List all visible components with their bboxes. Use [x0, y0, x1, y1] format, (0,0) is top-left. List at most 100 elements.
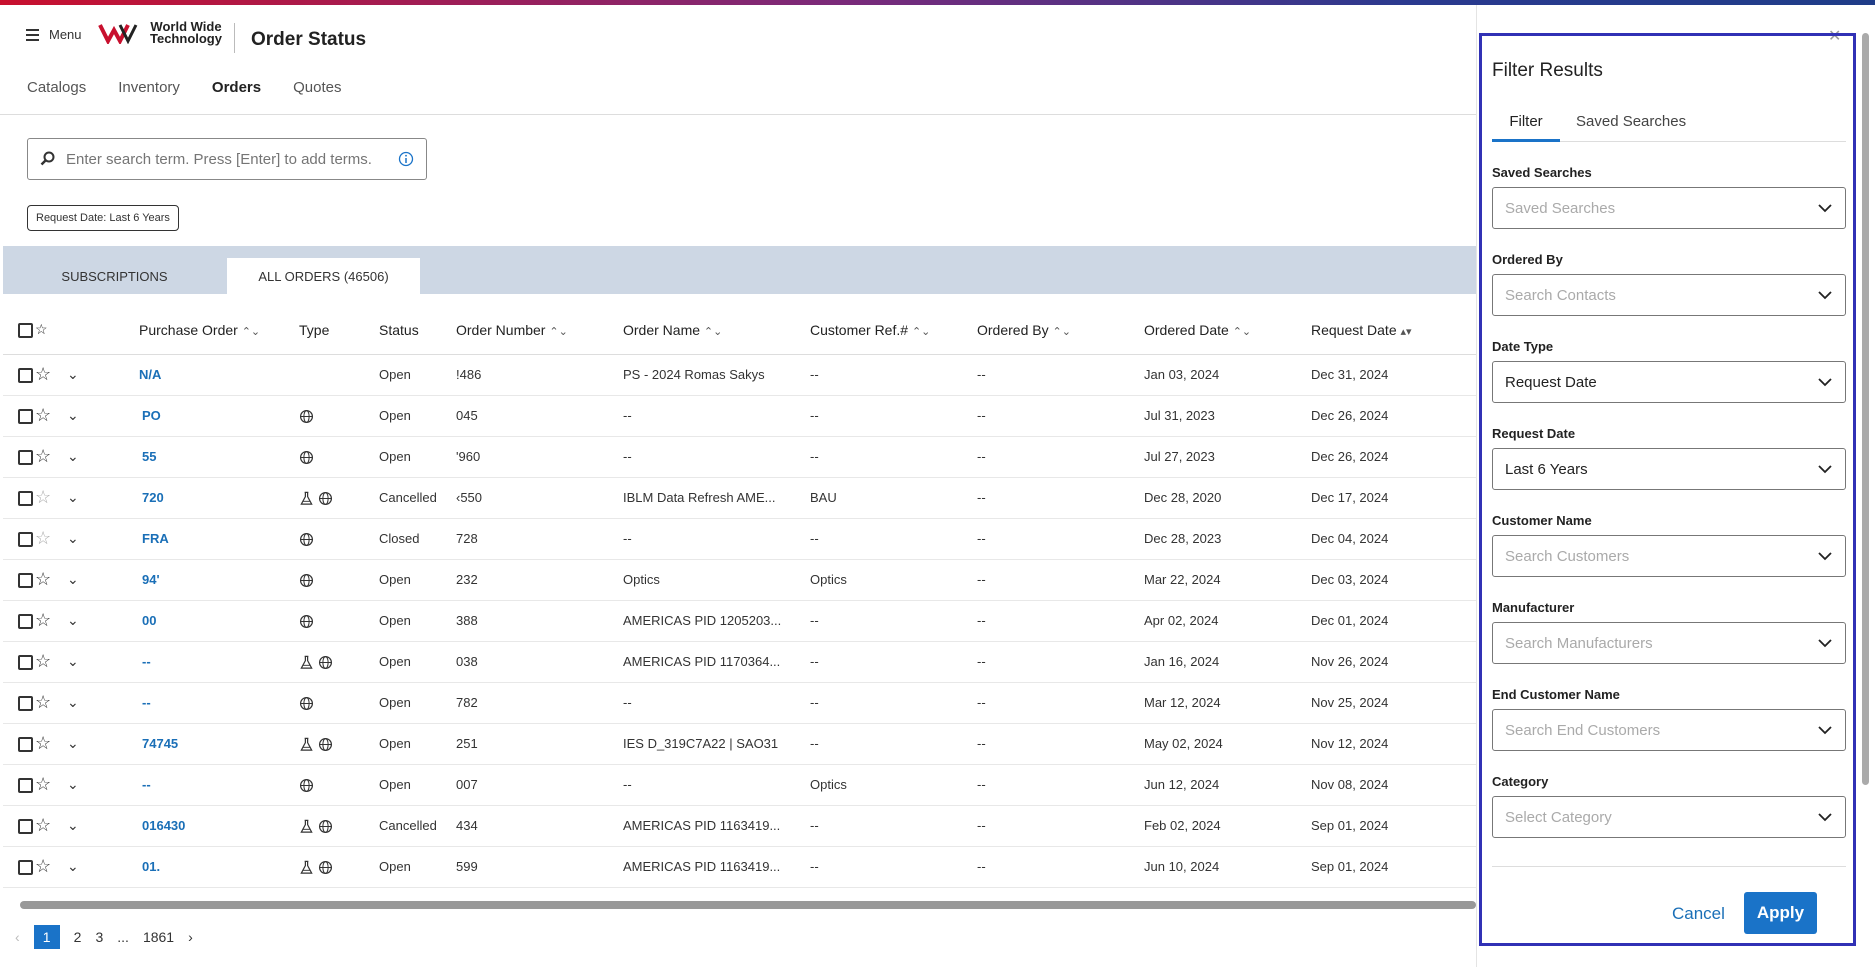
filter-chip[interactable]: Request Date: Last 6 Years	[27, 205, 179, 231]
cancel-button[interactable]: Cancel	[1672, 904, 1725, 923]
tab-filter[interactable]: Filter	[1492, 113, 1560, 142]
chevron-down-icon[interactable]: ⌄	[67, 448, 79, 464]
table-row[interactable]: ☆ ⌄ PO Open 045 -- -- -- Jul 31, 2023 Dec 26, 202…	[3, 395, 1476, 437]
nav-quotes[interactable]: Quotes	[293, 79, 342, 96]
row-checkbox[interactable]	[18, 531, 33, 547]
page-3[interactable]: 3	[95, 929, 104, 945]
star-icon[interactable]: ☆	[35, 774, 52, 794]
purchase-order-link[interactable]: 55	[142, 449, 157, 464]
panel-scrollbar[interactable]	[1862, 33, 1869, 785]
table-row[interactable]: ☆ ⌄ -- Open 782 -- -- -- Mar 12, 2024 Nov 25, 202…	[3, 682, 1476, 724]
date-type-select[interactable]: Request Date	[1492, 361, 1846, 403]
page-last[interactable]: 1861	[142, 929, 175, 945]
end-customer-name-select[interactable]: Search End Customers	[1492, 709, 1846, 751]
purchase-order-link[interactable]: --	[142, 777, 151, 792]
chevron-down-icon[interactable]: ⌄	[67, 735, 79, 751]
purchase-order-link[interactable]: N/A	[139, 367, 162, 382]
prev-page-icon[interactable]: ‹	[15, 929, 20, 945]
close-icon[interactable]: ✕	[1828, 28, 1842, 45]
col-request-date[interactable]: Request Date ▴▾	[1311, 306, 1476, 355]
row-checkbox[interactable]	[18, 408, 33, 424]
menu-button[interactable]: Menu	[26, 27, 82, 42]
col-order-name[interactable]: Order Name ⌃⌄	[623, 306, 810, 355]
row-checkbox[interactable]	[18, 736, 33, 752]
page-2[interactable]: 2	[73, 929, 82, 945]
chevron-down-icon[interactable]: ⌄	[67, 612, 79, 628]
star-icon[interactable]: ☆	[35, 569, 52, 589]
apply-button[interactable]: Apply	[1744, 892, 1817, 934]
col-purchase-order[interactable]: Purchase Order ⌃⌄	[139, 306, 299, 355]
chevron-down-icon[interactable]: ⌄	[67, 407, 79, 423]
select-all-checkbox[interactable]	[18, 323, 33, 339]
chevron-down-icon[interactable]: ⌄	[67, 571, 79, 587]
customer-name-select[interactable]: Search Customers	[1492, 535, 1846, 577]
row-checkbox[interactable]	[18, 449, 33, 465]
table-row[interactable]: ☆ ⌄ FRA Closed 728 -- -- -- Dec 28, 2023 Dec 04, …	[3, 518, 1476, 560]
table-row[interactable]: ☆ ⌄ 74745 Open 251 IES D_319C7A22 | SAO31 -- --…	[3, 723, 1476, 765]
row-checkbox[interactable]	[18, 695, 33, 711]
chevron-down-icon[interactable]: ⌄	[67, 817, 79, 833]
request-date-select[interactable]: Last 6 Years	[1492, 448, 1846, 490]
table-row[interactable]: ☆ ⌄ N/A Open !486 PS - 2024 Romas Sakys -- -- Ja…	[3, 354, 1476, 396]
table-row[interactable]: ☆ ⌄ 01. Open 599 AMERICAS PID 1163419... -- -- J…	[3, 846, 1476, 888]
star-icon[interactable]: ☆	[35, 815, 52, 835]
chevron-down-icon[interactable]: ⌄	[67, 858, 79, 874]
purchase-order-link[interactable]: FRA	[142, 531, 169, 546]
nav-orders[interactable]: Orders	[211, 79, 262, 96]
row-checkbox[interactable]	[18, 613, 33, 629]
purchase-order-link[interactable]: 720	[142, 490, 164, 505]
chevron-down-icon[interactable]: ⌄	[67, 776, 79, 792]
row-checkbox[interactable]	[18, 654, 33, 670]
chevron-down-icon[interactable]: ⌄	[67, 653, 79, 669]
ordered-by-select[interactable]: Search Contacts	[1492, 274, 1846, 316]
col-customer-ref[interactable]: Customer Ref.# ⌃⌄	[810, 306, 977, 355]
manufacturer-select[interactable]: Search Manufacturers	[1492, 622, 1846, 664]
tab-subscriptions[interactable]: SUBSCRIPTIONS	[61, 268, 168, 284]
next-page-icon[interactable]: ›	[188, 929, 193, 945]
logo[interactable]: World Wide Technology	[98, 20, 226, 45]
star-icon[interactable]: ☆	[35, 487, 52, 507]
star-icon[interactable]: ☆	[35, 856, 52, 876]
purchase-order-link[interactable]: PO	[142, 408, 161, 423]
nav-catalogs[interactable]: Catalogs	[27, 79, 87, 96]
table-row[interactable]: ☆ ⌄ 720 Cancelled ‹550 IBLM Data Refresh AME.…	[3, 477, 1476, 519]
star-icon[interactable]: ☆	[35, 651, 52, 671]
table-row[interactable]: ☆ ⌄ -- Open 007 -- Optics -- Jun 12, 2024 Nov 08,…	[3, 764, 1476, 806]
page-1[interactable]: 1	[33, 925, 60, 949]
col-ordered-date[interactable]: Ordered Date ⌃⌄	[1144, 306, 1311, 355]
category-select[interactable]: Select Category	[1492, 796, 1846, 838]
table-row[interactable]: ☆ ⌄ -- Open 038 AMERICAS PID 1170364... -- -- Ja…	[3, 641, 1476, 683]
tab-saved-searches[interactable]: Saved Searches	[1576, 113, 1687, 130]
table-row[interactable]: ☆ ⌄ 55 Open '960 -- -- -- Jul 27, 2023 Dec 26, 20…	[3, 436, 1476, 478]
info-icon[interactable]	[398, 151, 414, 167]
purchase-order-link[interactable]: 016430	[142, 818, 186, 833]
table-row[interactable]: ☆ ⌄ 00 Open 388 AMERICAS PID 1205203... -- -- Ap…	[3, 600, 1476, 642]
star-icon[interactable]: ☆	[35, 405, 52, 425]
star-icon[interactable]: ☆	[35, 528, 52, 548]
star-icon[interactable]: ☆	[35, 446, 52, 466]
purchase-order-link[interactable]: --	[142, 654, 151, 669]
star-icon[interactable]: ☆	[35, 610, 52, 630]
chevron-down-icon[interactable]: ⌄	[67, 530, 79, 546]
chevron-down-icon[interactable]: ⌄	[67, 694, 79, 710]
purchase-order-link[interactable]: 74745	[142, 736, 179, 751]
row-checkbox[interactable]	[18, 367, 33, 383]
row-checkbox[interactable]	[18, 859, 33, 875]
star-icon[interactable]: ☆	[35, 364, 52, 384]
row-checkbox[interactable]	[18, 818, 33, 834]
star-icon[interactable]: ☆	[35, 692, 52, 712]
chevron-down-icon[interactable]: ⌄	[67, 366, 79, 382]
star-header-icon[interactable]: ☆	[35, 321, 48, 338]
horizontal-scrollbar[interactable]	[20, 901, 1476, 909]
tab-all-orders[interactable]: ALL ORDERS (46506)	[227, 258, 420, 294]
search-input[interactable]	[66, 150, 388, 168]
purchase-order-link[interactable]: 01.	[142, 859, 161, 874]
table-row[interactable]: ☆ ⌄ 94' Open 232 Optics Optics -- Mar 22, 2024 De…	[3, 559, 1476, 601]
purchase-order-link[interactable]: 00	[142, 613, 157, 628]
col-order-number[interactable]: Order Number ⌃⌄	[456, 306, 623, 355]
table-row[interactable]: ☆ ⌄ 016430 Cancelled 434 AMERICAS PID 1163419…	[3, 805, 1476, 847]
row-checkbox[interactable]	[18, 572, 33, 588]
chevron-down-icon[interactable]: ⌄	[67, 489, 79, 505]
purchase-order-link[interactable]: 94'	[142, 572, 160, 587]
purchase-order-link[interactable]: --	[142, 695, 151, 710]
